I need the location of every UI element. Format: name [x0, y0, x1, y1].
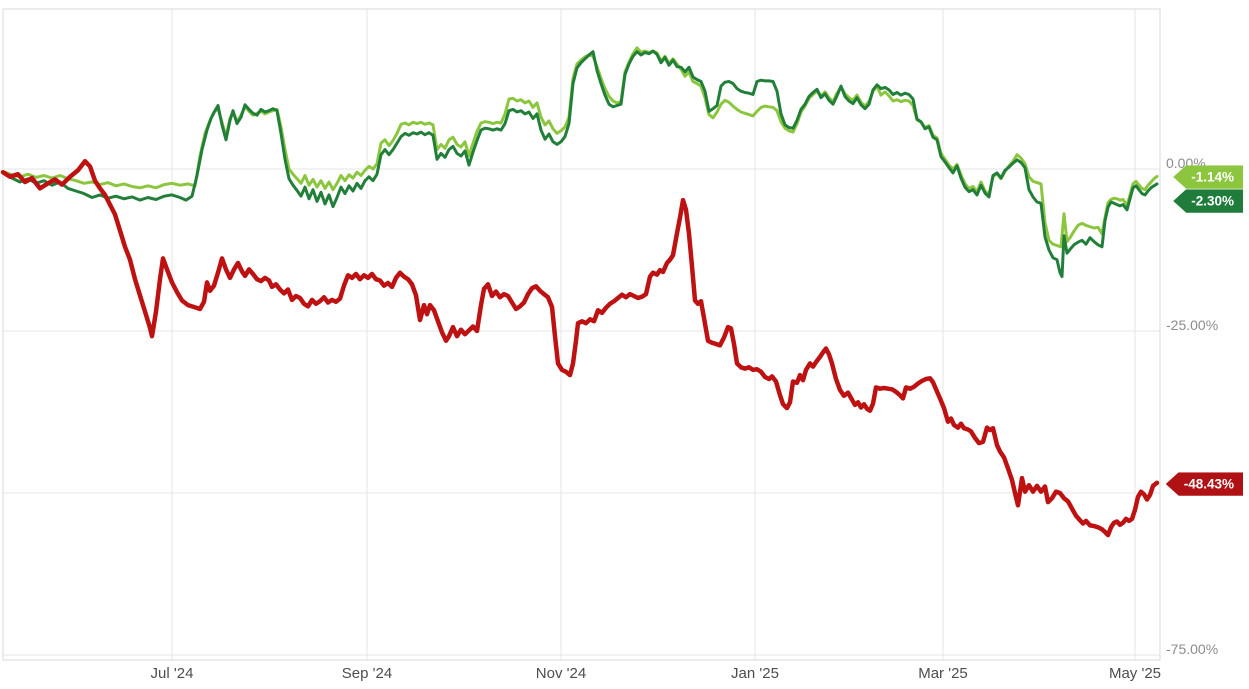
- x-tick-label: Sep '24: [341, 665, 393, 682]
- dark-green-series-line: [1, 49, 1159, 279]
- last-value-badge: -48.43%: [1165, 472, 1243, 496]
- x-tick-label: May '25: [1108, 665, 1162, 682]
- y-tick-label: -75.00%: [1166, 641, 1219, 657]
- x-tick-label: Jan '25: [731, 665, 779, 682]
- light-green-series-line: [1, 46, 1159, 249]
- x-tick-label: Nov '24: [535, 665, 587, 682]
- plot-border: [2, 8, 1161, 661]
- y-tick-label: -25.00%: [1166, 317, 1219, 333]
- red-series-line: [0, 158, 1160, 538]
- x-tick-label: Jul '24: [150, 665, 194, 682]
- last-value-badge: -1.14%: [1173, 165, 1243, 189]
- last-value-badge: -2.30%: [1173, 189, 1243, 213]
- x-tick-label: Mar '25: [918, 665, 968, 682]
